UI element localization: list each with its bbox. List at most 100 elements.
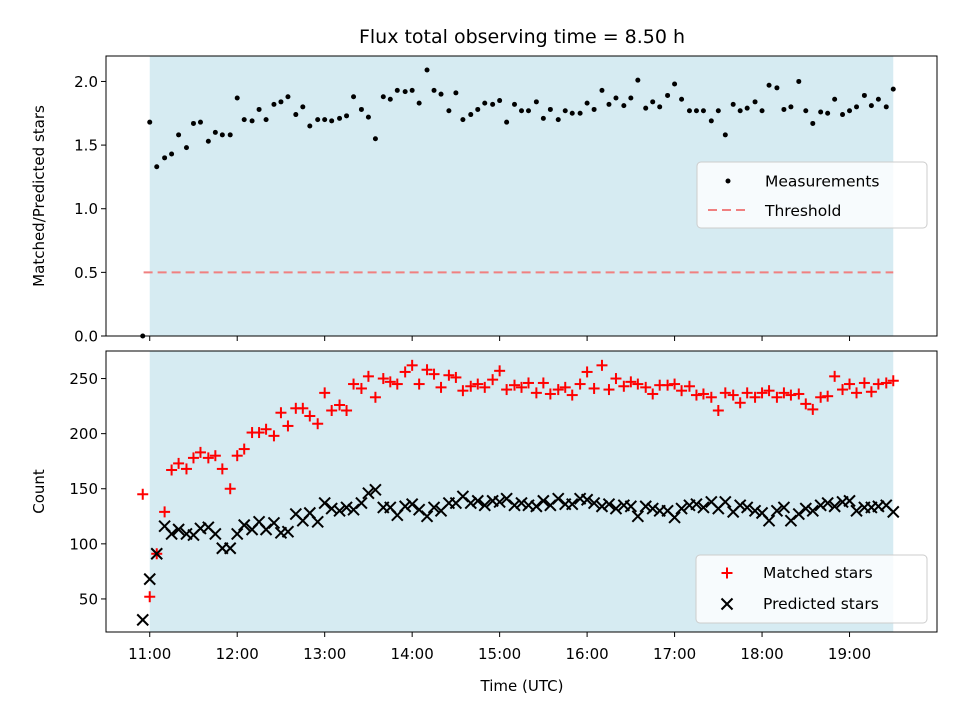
y-tick-label: 2.0 (74, 73, 98, 91)
matched-star-point (238, 443, 250, 455)
predicted-star-point (420, 510, 434, 523)
matched-star-point (851, 387, 863, 399)
predicted-star-point (777, 501, 791, 514)
measurement-point (372, 136, 378, 142)
measurement-point (285, 94, 291, 100)
matched-star-point (319, 387, 331, 399)
measurement-point (752, 99, 758, 105)
matched-star-point (683, 380, 695, 392)
matched-star-point (544, 388, 556, 400)
measurement-point (584, 100, 590, 106)
count-legend-box (695, 554, 928, 624)
matched-star-point (457, 385, 469, 397)
measurement-point (337, 115, 343, 121)
measurement-point (453, 90, 459, 96)
measurement-point (169, 151, 175, 157)
matched-star-point (522, 377, 534, 389)
legend-matched-label: Matched stars (763, 564, 873, 582)
measurement-point (176, 132, 182, 138)
matched-star-point (625, 376, 637, 388)
ratio-panel: 0.00.51.01.52.0 Matched/Predicted stars … (30, 55, 938, 346)
matched-star-point (669, 378, 681, 390)
y-tick-label: 0.5 (74, 264, 98, 282)
count-plot-frame (105, 350, 938, 633)
ratio-legend-box (696, 161, 928, 229)
measurement-point (621, 103, 627, 109)
legend-predicted-marker (720, 597, 734, 611)
measurement-point (700, 108, 706, 114)
matched-star-point (224, 483, 236, 495)
measurement-point (512, 101, 518, 107)
matched-star-point (509, 379, 521, 391)
matched-star-point (304, 410, 316, 422)
x-tick-label: 12:00 (216, 645, 259, 663)
predicted-star-point (566, 497, 579, 511)
matched-star-point (632, 378, 644, 390)
y-tick-label: 1.0 (74, 200, 98, 218)
matched-star-point (465, 380, 477, 392)
matched-star-point (800, 398, 812, 410)
measurement-point (219, 132, 225, 138)
predicted-star-point (471, 494, 484, 508)
ratio-y-axis-label: Matched/Predicted stars (30, 105, 48, 287)
predicted-star-point (828, 500, 841, 513)
measurement-point (766, 82, 772, 88)
matched-star-point (516, 381, 527, 393)
predicted-star-point (580, 493, 594, 506)
matched-star-point (406, 359, 418, 371)
measurement-point (657, 104, 663, 110)
ratio-x-ticks (149, 336, 851, 341)
predicted-star-point (733, 499, 747, 512)
measurement-point (547, 106, 553, 112)
matched-star-point (144, 591, 156, 603)
matched-star-point (690, 389, 702, 401)
measurement-point (519, 108, 524, 114)
predicted-star-point (362, 486, 375, 500)
predicted-star-point (238, 518, 251, 532)
x-tick-label: 13:00 (303, 645, 346, 663)
measurement-point (613, 95, 619, 101)
matched-star-point (209, 450, 221, 462)
measurement-point (774, 85, 780, 91)
measurement-point (490, 101, 496, 107)
measurement-point (665, 92, 671, 98)
predicted-star-point (552, 492, 565, 505)
matched-star-point (618, 380, 630, 392)
matched-star-point (537, 377, 549, 389)
predicted-star-point (136, 613, 149, 627)
predicted-star-point (405, 497, 419, 511)
matched-star-point (734, 397, 746, 409)
predicted-star-point (631, 510, 645, 523)
measurement-point (643, 105, 649, 111)
ratio-legend: Measurements Threshold (696, 161, 928, 229)
matched-star-point (159, 506, 171, 518)
matched-star-point (362, 370, 374, 382)
matched-star-point (297, 402, 309, 414)
matched-star-point (778, 387, 790, 399)
predicted-star-point (318, 496, 331, 510)
matched-star-point (574, 378, 586, 390)
matched-star-point (865, 386, 877, 398)
matched-star-point (647, 388, 659, 400)
ratio-y-ticks: 0.0 0.5 1.0 1.5 2.0 (74, 73, 106, 346)
matched-star-point (712, 405, 724, 417)
predicted-star-point (887, 505, 900, 519)
y-tick-label: 150 (69, 480, 98, 498)
y-tick-label: 250 (69, 370, 98, 388)
measurement-point (832, 96, 838, 102)
predicted-star-point (719, 495, 732, 509)
predicted-star-point (646, 502, 659, 515)
measurement-point (263, 117, 269, 123)
predicted-star-point (464, 496, 477, 510)
measurement-point (365, 114, 371, 120)
matched-star-point (763, 385, 775, 397)
matched-star-point (771, 391, 783, 403)
matched-star-point (384, 376, 396, 388)
measurement-point (818, 109, 824, 115)
matched-star-point (334, 399, 346, 411)
measurement-point (861, 92, 867, 98)
measurement-point (744, 105, 750, 111)
measurement-point (315, 117, 321, 123)
matched-star-point (807, 403, 819, 415)
predicted-star-point (609, 502, 623, 515)
